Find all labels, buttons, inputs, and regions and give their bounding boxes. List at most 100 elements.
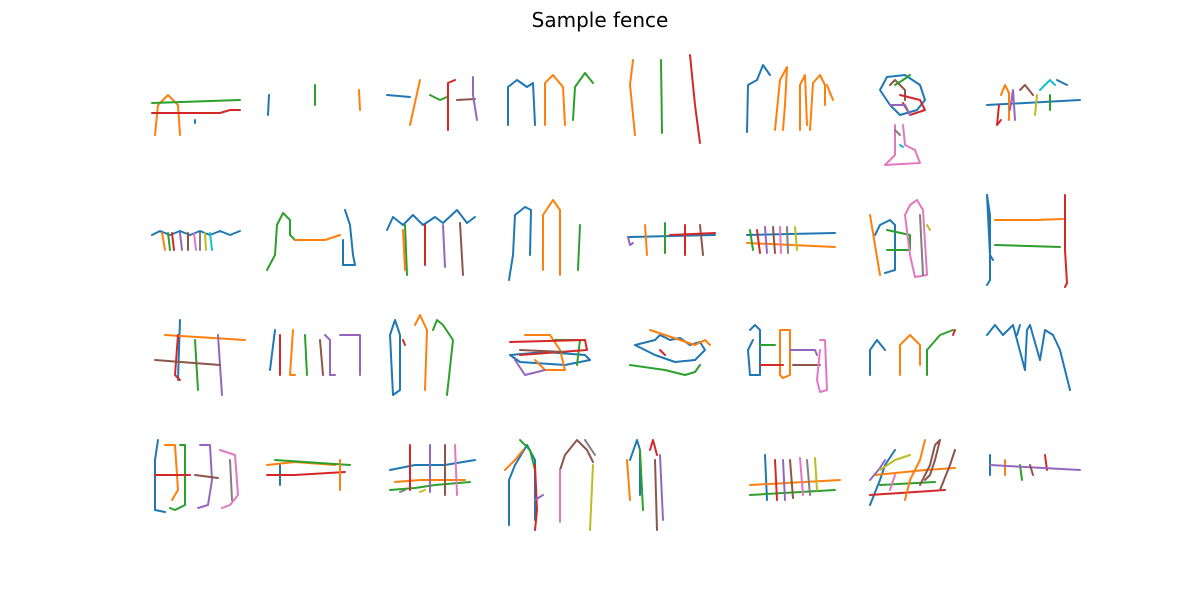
sketch-cell-1-6 — [746, 64, 834, 133]
sketch-stroke — [358, 89, 361, 111]
sketch-stroke — [509, 339, 588, 356]
sketch-stroke — [389, 481, 471, 491]
sketch-cell-4-7 — [869, 439, 956, 506]
sketch-stroke — [508, 206, 532, 281]
sketch-stroke — [179, 232, 183, 251]
sketch-stroke — [746, 64, 771, 133]
sketch-stroke — [399, 489, 406, 493]
sketch-stroke — [986, 99, 1081, 106]
sketch-stroke — [266, 471, 346, 476]
sketch-stroke — [386, 94, 411, 98]
sketch-stroke — [171, 232, 175, 251]
sketch-stroke — [826, 84, 834, 101]
sketch-stroke — [154, 94, 181, 136]
sketch-stroke — [689, 54, 701, 144]
sketch-stroke — [524, 334, 566, 371]
sketch-cell-3-7 — [869, 329, 956, 376]
sketch-stroke — [799, 457, 804, 496]
sketch-stroke — [919, 214, 924, 276]
sketch-stroke — [629, 439, 641, 496]
sketch-cell-1-8 — [986, 79, 1081, 126]
sketch-stroke — [572, 72, 594, 121]
sketch-stroke — [319, 339, 324, 376]
sketch-stroke — [629, 364, 701, 376]
sketch-cell-2-2 — [266, 209, 356, 271]
sketch-cell-3-4 — [509, 334, 591, 376]
sketch-stroke — [904, 439, 926, 501]
sketch-stroke — [447, 79, 456, 131]
sketch-stroke — [454, 444, 458, 496]
sketch-cell-3-2 — [269, 329, 361, 376]
sketch-stroke — [514, 359, 546, 376]
sketch-stroke — [874, 219, 896, 274]
sketch-stroke — [746, 232, 836, 236]
sketch-stroke — [772, 226, 776, 254]
sketch-stroke — [194, 474, 219, 479]
sketch-stroke — [1056, 79, 1068, 86]
sketch-stroke — [294, 234, 341, 241]
sketch-stroke — [589, 464, 594, 531]
sketch-cell-4-5 — [626, 439, 664, 531]
sketch-cell-4-3 — [389, 444, 476, 496]
sketch-stroke — [442, 224, 446, 268]
sketch-cell-4-2 — [266, 459, 351, 491]
sketch-stroke — [869, 449, 896, 506]
sketch-stroke — [899, 144, 904, 148]
sketch-stroke — [816, 339, 828, 393]
sketch-stroke — [764, 226, 768, 254]
sketch-stroke — [869, 214, 881, 276]
sketch-cell-4-1 — [154, 439, 239, 513]
sketch-stroke — [996, 104, 1002, 126]
sketch-stroke — [789, 349, 818, 356]
sketch-stroke — [629, 59, 636, 136]
sketch-stroke — [419, 489, 426, 493]
sketch-stroke — [204, 232, 207, 251]
sketch-stroke — [994, 244, 1061, 248]
sketch-stroke — [814, 457, 818, 491]
sketch-stroke — [342, 209, 356, 266]
sketch-stroke — [749, 229, 754, 251]
sketch-cell-4-6 — [749, 454, 841, 501]
sketch-stroke — [789, 459, 794, 499]
sketch-stroke — [794, 226, 798, 251]
sketch-stroke — [894, 129, 901, 136]
sketch-stroke — [764, 454, 768, 501]
sketch-stroke — [1064, 194, 1068, 288]
sketch-cell-2-1 — [151, 230, 241, 251]
sketch-stroke — [989, 254, 994, 261]
sketch-stroke — [274, 459, 351, 466]
sketch-cell-2-5 — [627, 222, 716, 256]
sketch-cell-1-1 — [151, 94, 241, 136]
sketch-stroke — [746, 242, 836, 248]
sketch-stroke — [779, 226, 782, 254]
sketch-stroke — [174, 334, 181, 381]
sketch-stroke — [389, 459, 476, 471]
sketch-stroke — [926, 224, 931, 231]
sketch-stroke — [559, 439, 594, 471]
sketch-stroke — [534, 464, 538, 531]
sketch-stroke — [879, 481, 936, 486]
sketch-stroke — [799, 74, 808, 131]
sketch-stroke — [404, 224, 408, 276]
sketch-cell-1-7 — [879, 74, 926, 166]
sketch-stroke — [952, 329, 956, 336]
sketch-stroke — [169, 444, 186, 511]
sketch-stroke — [267, 94, 270, 116]
sketch-cell-2-4 — [508, 199, 581, 281]
sketch-stroke — [519, 349, 566, 353]
sketch-stroke — [219, 449, 239, 509]
sketch-stroke — [266, 212, 296, 271]
sketch-stroke — [269, 329, 276, 371]
sketch-stroke — [782, 459, 786, 501]
sketch-stroke — [339, 334, 361, 376]
sketch-stroke — [402, 339, 406, 346]
sketch-cell-1-3 — [386, 76, 478, 131]
sketch-stroke — [884, 124, 921, 166]
sketch-stroke — [926, 329, 954, 376]
sketch-stroke — [154, 359, 221, 366]
sketch-stroke — [289, 329, 296, 376]
sketch-stroke — [626, 459, 631, 501]
sketch-stroke — [304, 334, 308, 376]
sketch-stroke — [879, 74, 926, 116]
sketch-stroke — [639, 449, 644, 511]
